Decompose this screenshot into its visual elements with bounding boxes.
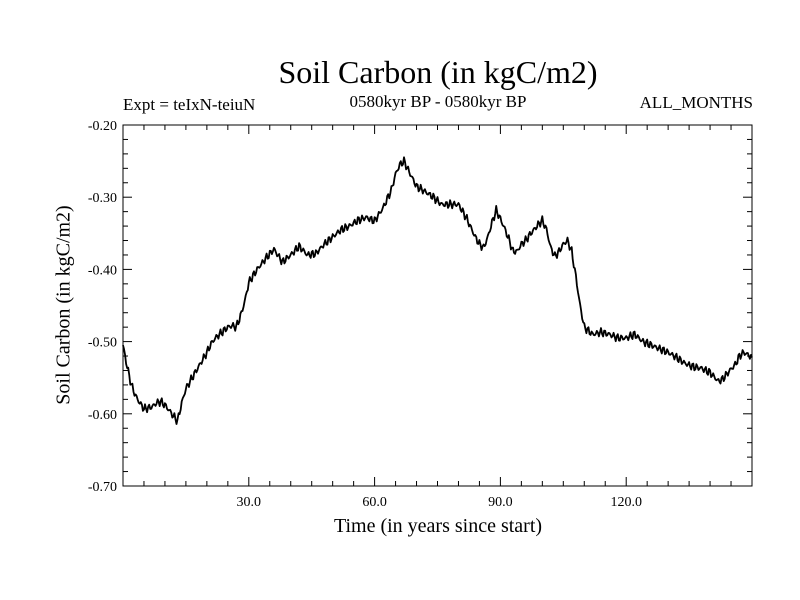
soil-carbon-series-line (122, 156, 753, 425)
y-tick-label: -0.70 (88, 480, 117, 495)
tick-labels: 30.0 60.0 90.0 120.0 -0.70 -0.60 -0.50 -0.40 -0.… (88, 119, 642, 510)
plot-frame (122, 124, 753, 487)
x-tick-label: 120.0 (610, 495, 642, 510)
y-tick-label: -0.30 (88, 191, 117, 206)
y-tick-label: -0.20 (88, 119, 117, 134)
months-label: ALL_MONTHS (639, 93, 753, 112)
axis-ticks (123, 125, 752, 486)
x-tick-label: 60.0 (362, 495, 387, 510)
x-tick-label: 30.0 (237, 495, 262, 510)
period-label: 0580kyr BP - 0580kyr BP (349, 92, 527, 111)
y-tick-label: -0.60 (88, 408, 117, 423)
chart-title: Soil Carbon (in kgC/m2) (278, 54, 598, 90)
y-tick-label: -0.40 (88, 263, 117, 278)
x-tick-label: 90.0 (488, 495, 513, 510)
y-tick-label: -0.50 (88, 336, 117, 351)
experiment-label: Expt = teIxN-teiuN (123, 95, 256, 114)
x-axis-label: Time (in years since start) (333, 515, 543, 537)
